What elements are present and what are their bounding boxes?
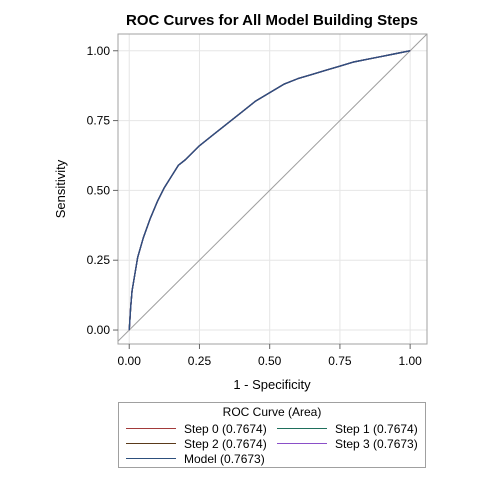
x-axis-ticks: 0.00 0.25 0.50 0.75 1.00: [118, 344, 422, 368]
legend-title: ROC Curve (Area): [222, 405, 322, 419]
legend-label-model: Model (0.7673): [184, 451, 265, 466]
x-axis-label: 1 - Specificity: [233, 377, 311, 392]
x-tick-label-0: 0.00: [118, 354, 142, 368]
legend-swatch-step-3: [277, 443, 327, 444]
legend-swatch-step-1: [277, 428, 327, 429]
legend-label-step-2: Step 2 (0.7674): [184, 436, 267, 451]
x-tick-label-1: 0.25: [188, 354, 212, 368]
x-tick-label-4: 1.00: [398, 354, 422, 368]
roc-chart: ROC Curves for All Model Building Steps …: [53, 12, 428, 392]
y-tick-label-2: 0.50: [87, 183, 111, 197]
legend-item-model: Model (0.7673): [126, 451, 265, 466]
y-axis-ticks: 0.00 0.25 0.50 0.75 1.00: [87, 44, 118, 337]
legend-item-step-1: Step 1 (0.7674): [277, 421, 418, 436]
legend-swatch-step-2: [126, 443, 176, 444]
y-tick-label-3: 0.75: [87, 114, 111, 128]
series-lines: [128, 50, 411, 331]
x-tick-label-3: 0.75: [328, 354, 352, 368]
legend-item-step-2: Step 2 (0.7674): [126, 436, 267, 451]
y-axis-label: Sensitivity: [53, 159, 68, 218]
legend-label-step-3: Step 3 (0.7673): [335, 436, 418, 451]
legend-label-step-0: Step 0 (0.7674): [184, 421, 267, 436]
series-line-4: [128, 50, 411, 331]
y-tick-label-4: 1.00: [87, 44, 111, 58]
chart-title: ROC Curves for All Model Building Steps: [126, 12, 418, 29]
legend-label-step-1: Step 1 (0.7674): [335, 421, 418, 436]
legend-item-step-0: Step 0 (0.7674): [126, 421, 267, 436]
reference-diagonal: [117, 33, 428, 342]
y-tick-label-1: 0.25: [87, 253, 111, 267]
legend-item-step-3: Step 3 (0.7673): [277, 436, 418, 451]
legend-swatch-model: [126, 458, 176, 459]
legend-swatch-step-0: [126, 428, 176, 429]
x-tick-label-2: 0.50: [258, 354, 282, 368]
legend: ROC Curve (Area) Step 0 (0.7674) Step 1 …: [118, 402, 426, 468]
y-tick-label-0: 0.00: [87, 323, 111, 337]
reference-line: [117, 33, 428, 342]
grid: [118, 34, 427, 344]
plot-frame: [117, 33, 428, 345]
